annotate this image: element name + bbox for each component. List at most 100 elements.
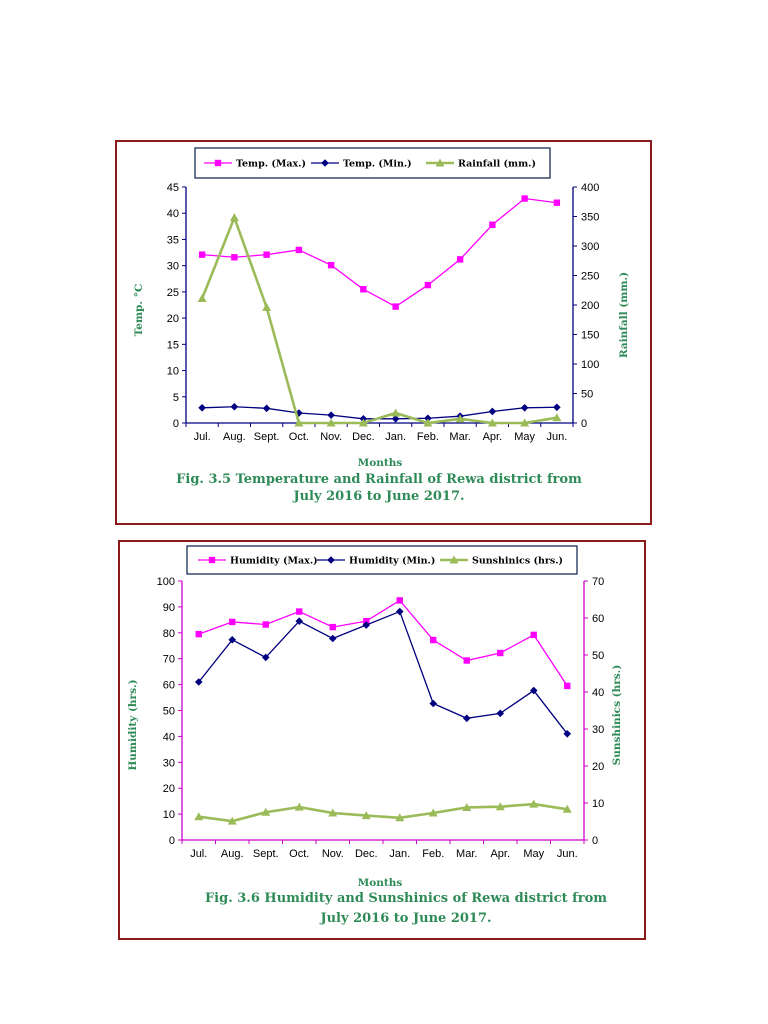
figure-3-6-caption-line1: Fig. 3.6 Humidity and Sunshinics of Rewa… <box>205 891 607 906</box>
data-point <box>487 418 497 427</box>
series-sunshinics-hrs <box>194 799 572 825</box>
data-point <box>360 286 367 293</box>
series-line <box>198 610 568 735</box>
data-point <box>194 678 203 686</box>
right-tick-label: 60 <box>592 613 604 625</box>
x-tick-label: Feb. <box>422 848 444 860</box>
x-tick-label: Jun. <box>546 431 567 443</box>
legend-item: Sunshinics (hrs.) <box>440 555 563 567</box>
data-point <box>462 714 471 723</box>
data-point <box>391 408 401 417</box>
left-tick-label: 20 <box>167 313 179 325</box>
right-tick-label: 350 <box>581 212 599 224</box>
left-tick-label: 50 <box>163 706 175 718</box>
legend-swatch-marker <box>208 556 216 564</box>
series-humidity-max <box>195 597 571 690</box>
x-tick-label: May <box>514 431 535 443</box>
data-point <box>229 618 236 626</box>
left-tick-label: 25 <box>167 287 179 299</box>
data-point <box>520 403 529 412</box>
data-point <box>496 709 505 718</box>
data-point <box>456 256 464 263</box>
figure-3-6-caption-line2: July 2016 to June 2017. <box>319 911 491 926</box>
legend: Temp. (Max.) Temp. (Min.) Rainfall (mm.) <box>194 147 551 179</box>
chart-2: 0 10 20 30 40 50 60 70 80 90 100 0 10 20 30 40 50 60 70 Jul… <box>127 545 623 889</box>
data-point <box>262 302 272 311</box>
data-point <box>231 254 238 261</box>
x-tick-label: May <box>523 848 544 860</box>
left-tick-label: 100 <box>157 576 175 588</box>
data-point <box>424 281 432 289</box>
left-tick-label: 0 <box>169 835 175 847</box>
data-point <box>462 802 472 811</box>
legend-label: Temp. (Max.) <box>236 159 306 170</box>
right-tick-label: 50 <box>581 389 593 401</box>
data-point <box>363 617 370 625</box>
data-point <box>262 404 271 413</box>
legend-label: Humidity (Min.) <box>349 556 435 567</box>
left-axis-title: Temp. °C <box>133 284 145 337</box>
data-point <box>529 686 538 695</box>
x-tick-label: Apr. <box>483 431 503 443</box>
left-tick-label: 90 <box>163 602 175 614</box>
data-point <box>564 682 571 690</box>
data-point <box>488 407 497 416</box>
figure-3-6-frame <box>118 540 646 940</box>
right-tick-label: 100 <box>581 359 599 371</box>
series-temp-min <box>198 402 561 423</box>
data-point <box>229 213 239 222</box>
x-tick-label: Mar. <box>449 431 470 443</box>
right-tick-label: 150 <box>581 330 599 342</box>
data-point <box>195 630 202 638</box>
data-point <box>463 657 470 664</box>
x-tick-label: Jan. <box>389 848 410 860</box>
x-tick-label: Mar. <box>456 848 477 860</box>
data-point <box>328 808 338 817</box>
x-tick-label: Sept. <box>253 848 279 860</box>
data-point <box>198 403 206 412</box>
legend-item: Temp. (Min.) <box>311 159 412 170</box>
right-tick-label: 70 <box>592 576 604 588</box>
x-tick-label: Feb. <box>417 431 439 443</box>
data-point <box>361 811 371 820</box>
x-axis-title: Months <box>358 877 403 889</box>
right-tick-label: 0 <box>592 835 598 847</box>
left-tick-label: 20 <box>163 783 175 795</box>
data-point <box>395 607 404 616</box>
legend-swatch-marker <box>214 159 222 167</box>
data-point <box>430 636 437 644</box>
right-tick-label: 40 <box>592 687 604 699</box>
right-tick-label: 400 <box>581 182 599 194</box>
data-point <box>230 402 239 411</box>
chart-1: 0 5 10 15 20 25 30 35 40 45 0 50 100 150 200 250 300 350 4… <box>133 147 630 469</box>
data-point <box>521 195 528 202</box>
left-tick-label: 45 <box>167 182 179 194</box>
x-tick-label: Aug. <box>223 431 246 443</box>
figure-3-5-caption-line2: July 2016 to June 2017. <box>292 489 464 504</box>
data-point <box>295 246 303 254</box>
data-point <box>198 251 206 258</box>
data-point <box>263 251 270 258</box>
legend-item: Temp. (Max.) <box>204 159 306 170</box>
x-tick-label: Nov. <box>320 431 342 443</box>
data-point <box>261 807 271 816</box>
figure-3-5-frame <box>115 140 652 525</box>
legend-item: Humidity (Min.) <box>317 556 435 567</box>
data-point <box>553 199 561 206</box>
legend-label: Temp. (Min.) <box>343 159 412 170</box>
right-tick-label: 0 <box>581 418 587 430</box>
data-point <box>520 418 530 427</box>
legend-swatch-marker <box>321 159 329 167</box>
data-point <box>428 808 438 817</box>
right-axis-title: Sunshinics (hrs.) <box>611 665 623 766</box>
data-point <box>424 414 432 423</box>
data-point <box>262 621 269 628</box>
left-tick-label: 30 <box>167 261 179 273</box>
x-tick-label: Oct. <box>289 431 309 443</box>
legend-box <box>186 545 578 575</box>
data-point <box>362 621 371 629</box>
left-axis-title: Humidity (hrs.) <box>127 679 139 770</box>
data-point <box>327 411 335 419</box>
x-tick-label: Dec. <box>352 431 375 443</box>
